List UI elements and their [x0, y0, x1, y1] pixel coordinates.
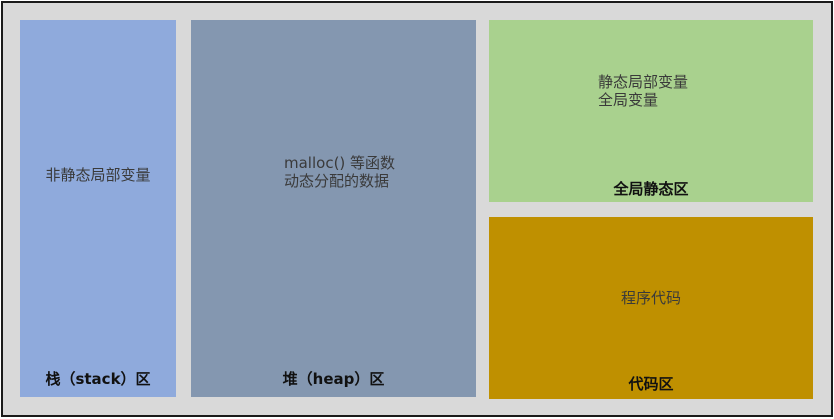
- heap-region-title: 堆（heap）区: [191, 368, 476, 389]
- static-region: 静态局部变量 全局变量 全局静态区: [489, 20, 813, 202]
- static-region-description: 静态局部变量 全局变量: [598, 73, 688, 109]
- heap-region-line: malloc() 等函数: [284, 154, 395, 172]
- code-region-description: 程序代码: [489, 289, 813, 307]
- stack-region-title: 栈（stack）区: [20, 368, 176, 389]
- heap-region-line: 动态分配的数据: [284, 172, 395, 190]
- heap-region: malloc() 等函数 动态分配的数据 堆（heap）区: [191, 20, 476, 397]
- code-region: 程序代码 代码区: [489, 217, 813, 399]
- static-region-title: 全局静态区: [489, 178, 813, 199]
- static-region-line: 静态局部变量: [598, 73, 688, 91]
- code-region-title: 代码区: [489, 373, 813, 394]
- stack-region-description: 非静态局部变量: [20, 166, 176, 184]
- heap-region-description: malloc() 等函数 动态分配的数据: [284, 154, 395, 190]
- stack-region: 非静态局部变量 栈（stack）区: [20, 20, 176, 397]
- code-region-line: 程序代码: [489, 289, 813, 307]
- static-region-line: 全局变量: [598, 91, 688, 109]
- stack-region-line: 非静态局部变量: [20, 166, 176, 184]
